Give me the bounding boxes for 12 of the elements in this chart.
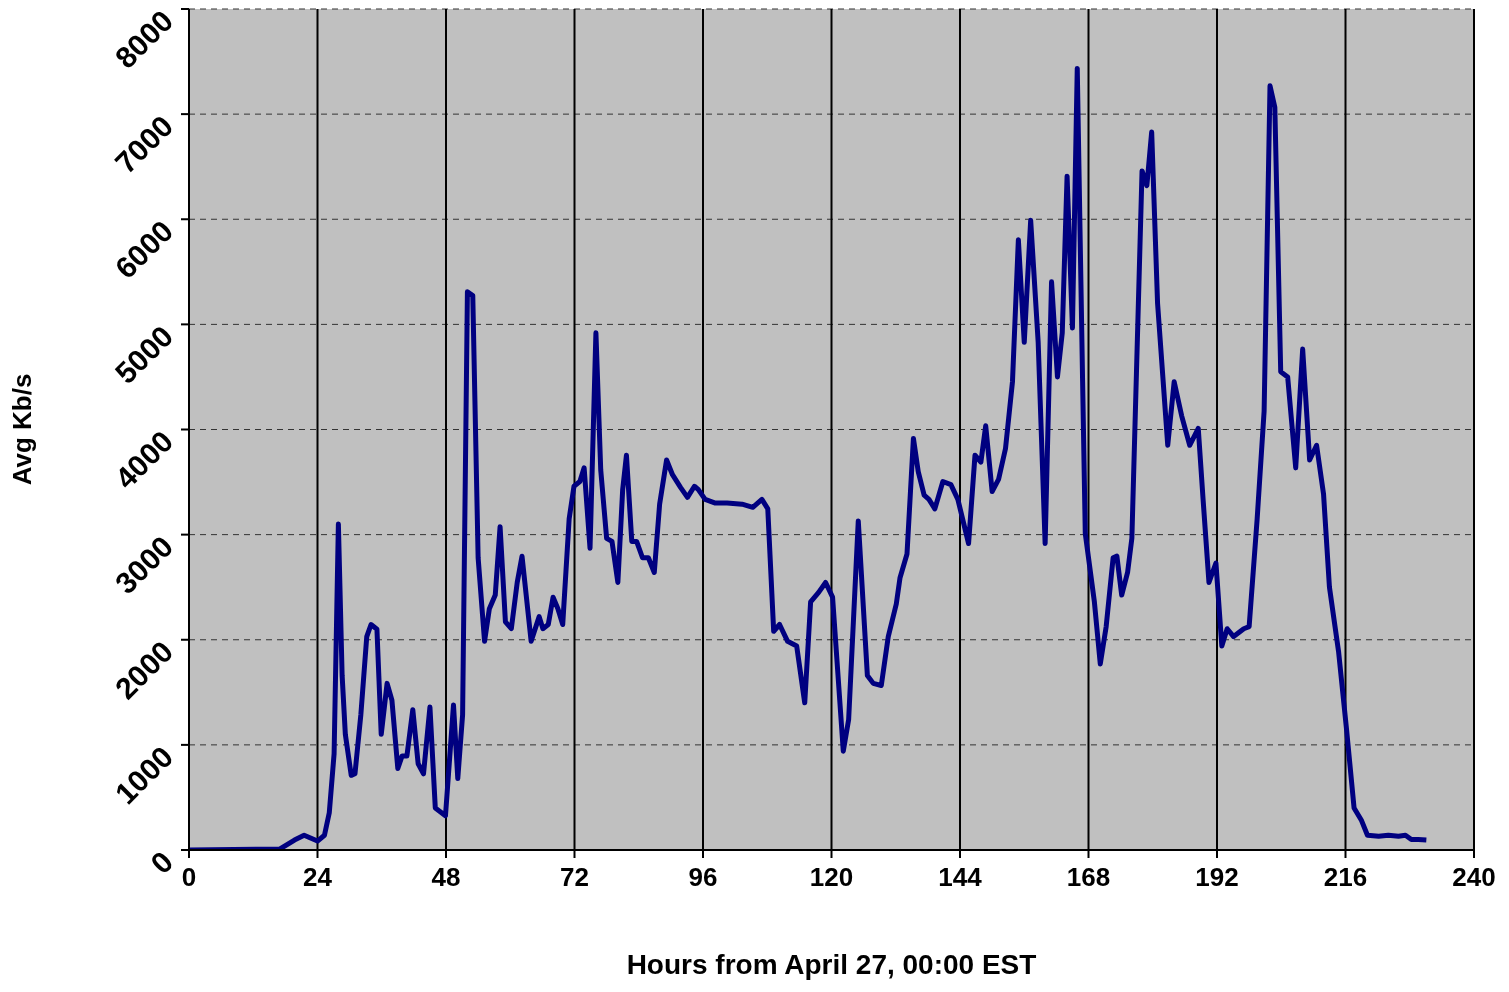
x-tick-label: 216 xyxy=(1323,862,1368,893)
x-tick-label: 168 xyxy=(1066,862,1111,893)
x-tick-label: 144 xyxy=(938,862,983,893)
x-tick-label: 24 xyxy=(303,862,333,893)
x-tick-label: 240 xyxy=(1452,862,1496,893)
y-axis-title: Avg Kb/s xyxy=(7,373,38,486)
x-axis-title: Hours from April 27, 00:00 EST xyxy=(626,949,1037,980)
x-tick-label: 48 xyxy=(431,862,461,893)
x-tick-label: 192 xyxy=(1195,862,1239,893)
x-tick-label: 96 xyxy=(688,862,718,893)
x-tick-label: 72 xyxy=(560,862,589,893)
x-tick-label: 120 xyxy=(809,862,854,893)
